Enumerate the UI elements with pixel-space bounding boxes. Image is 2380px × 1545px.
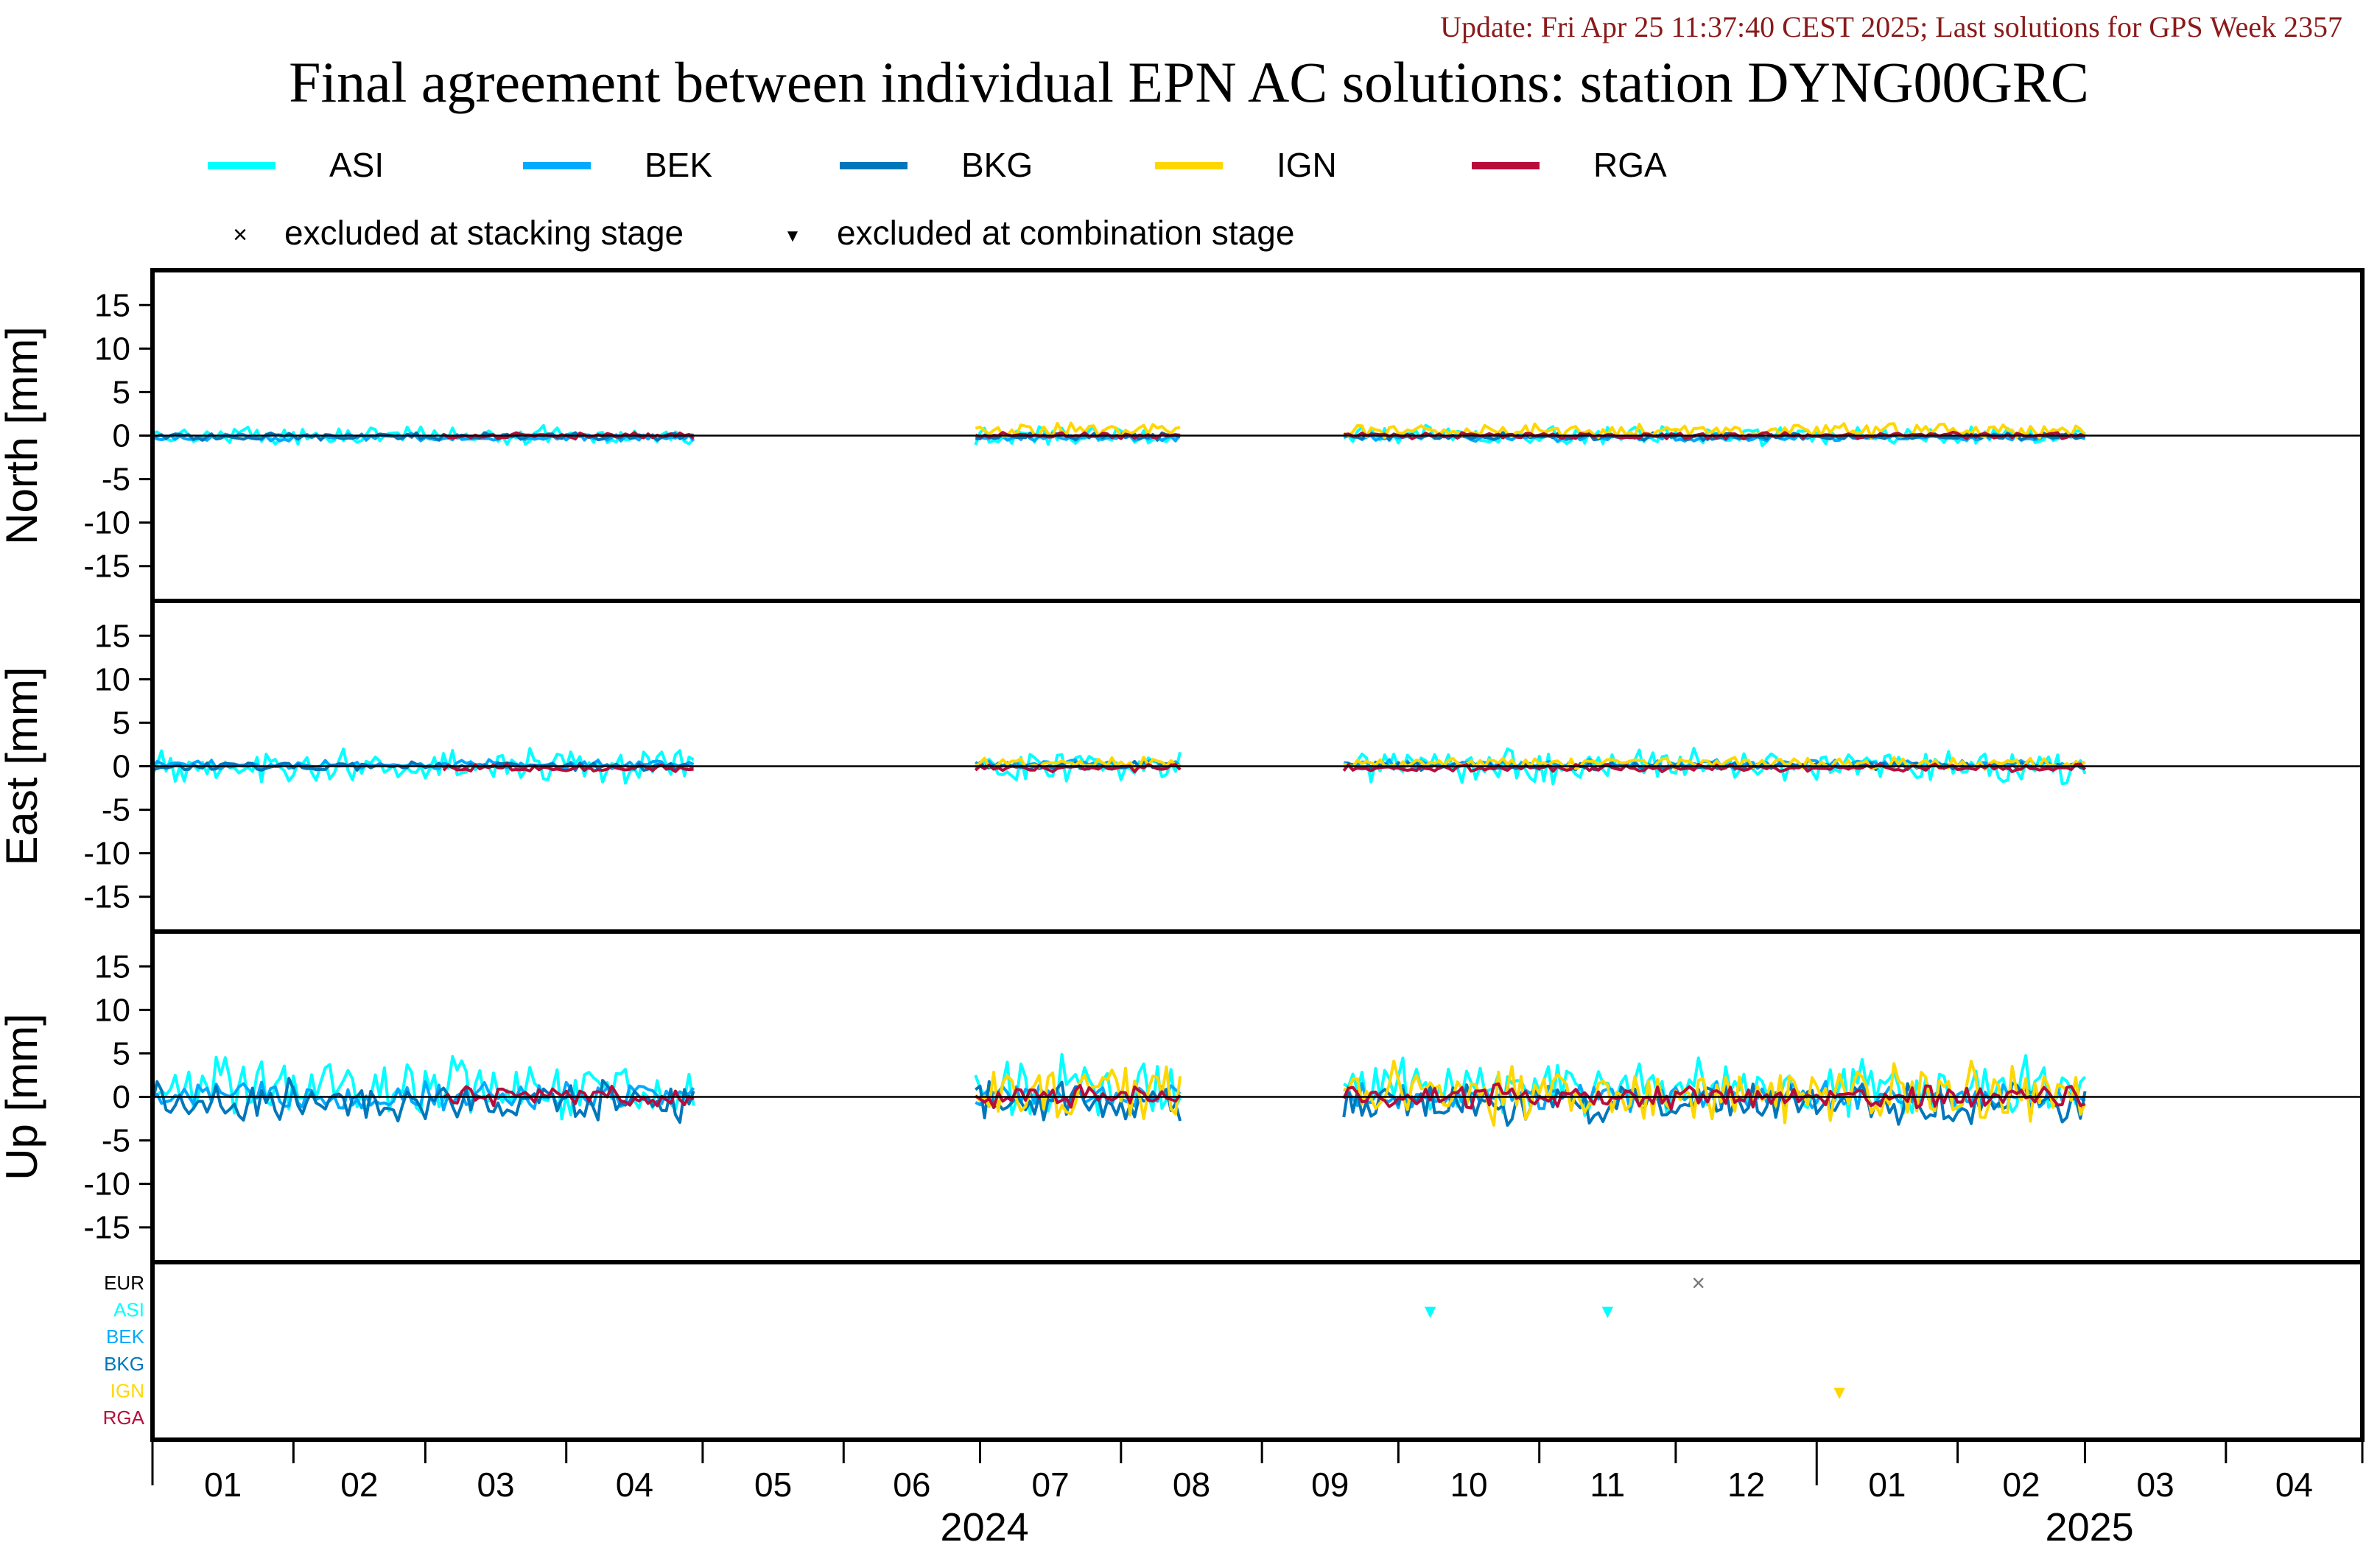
y-tick-label: 5: [113, 1035, 130, 1071]
y-tick-label: 10: [94, 331, 130, 367]
y-tick-label: 10: [94, 992, 130, 1028]
chart-title: Final agreement between individual EPN A…: [289, 50, 2089, 114]
y-tick-label: 0: [113, 1080, 130, 1116]
y-axis-label: East [mm]: [0, 666, 46, 865]
y-axis-label: Up [mm]: [0, 1013, 46, 1180]
combination-marker-icon: ▼: [784, 226, 801, 246]
y-tick-label: -15: [83, 879, 130, 915]
series-line-ign: [975, 421, 1181, 439]
series-line-bkg: [152, 431, 694, 442]
x-month-label: 04: [2275, 1465, 2313, 1504]
update-line: Update: Fri Apr 25 11:37:40 CEST 2025; L…: [1440, 10, 2342, 43]
y-tick-label: 15: [94, 949, 130, 985]
x-month-label: 03: [477, 1465, 514, 1504]
x-month-label: 06: [893, 1465, 930, 1504]
y-tick-label: -15: [83, 549, 130, 585]
x-month-label: 11: [1590, 1465, 1625, 1504]
legend-entry-asi: ASI: [208, 146, 384, 184]
x-month-label: 10: [1450, 1465, 1487, 1504]
legend-entry-bkg: BKG: [840, 146, 1033, 184]
series-line-rga: [443, 1085, 695, 1108]
combination-exclusion-marker: ▼: [1598, 1301, 1617, 1323]
series-line-rga: [443, 431, 695, 440]
legend-label-rga: RGA: [1593, 146, 1667, 184]
series-line-ign: [974, 1065, 1182, 1121]
panel-east: 15 10 5 0 -5 -10 -15 East [mm]: [0, 599, 2365, 934]
y-tick-label: 10: [94, 661, 130, 697]
x-month-label: 05: [754, 1465, 792, 1504]
x-month-label: 07: [1032, 1465, 1070, 1504]
exclusion-row-label-rga: RGA: [103, 1407, 145, 1429]
legend-label-ign: IGN: [1277, 146, 1337, 184]
legend-entry-rga: RGA: [1472, 146, 1667, 184]
exclusion-panel-frame: [150, 1260, 2365, 1442]
series-line-asi: [974, 1052, 1182, 1117]
series-line-ign: [1343, 422, 2087, 440]
exclusion-row-label-eur: EUR: [104, 1272, 144, 1294]
series-line-rga: [1342, 1082, 2086, 1111]
series-line-bkg: [152, 1077, 695, 1125]
y-tick-label: 0: [113, 749, 130, 785]
x-month-label: 08: [1173, 1465, 1210, 1504]
x-month-label: 03: [2137, 1465, 2174, 1504]
stacking-marker-label: excluded at stacking stage: [284, 214, 684, 252]
combination-marker-label: excluded at combination stage: [837, 214, 1294, 252]
series-line-ign: [1343, 1059, 2087, 1127]
x-month-label: 01: [204, 1465, 242, 1504]
series-group: [152, 1052, 2087, 1127]
legend-label-asi: ASI: [329, 146, 384, 184]
y-tick-label: 15: [94, 618, 130, 654]
y-axis-label: North [mm]: [0, 326, 46, 545]
y-tick-label: 5: [113, 705, 130, 741]
y-tick-label: -5: [102, 792, 130, 828]
panel-up: 15 10 5 0 -5 -10 -15 Up [mm]: [0, 929, 2365, 1264]
legend-label-bek: BEK: [645, 146, 712, 184]
y-tick-label: -15: [83, 1210, 130, 1246]
stacking-marker-icon: ×: [233, 221, 248, 249]
x-year-label: 2024: [941, 1505, 1029, 1545]
y-tick-label: -5: [102, 462, 130, 498]
stacking-exclusion-marker: ×: [1691, 1270, 1705, 1296]
panel-north: 15 10 5 0 -5 -10 -15 North [mm]: [0, 268, 2365, 603]
legend-entry-bek: BEK: [523, 146, 712, 184]
y-tick-label: -10: [83, 836, 130, 872]
exclusion-row-label-bkg: BKG: [104, 1353, 144, 1375]
series-group: [152, 421, 2087, 447]
x-month-label: 01: [1868, 1465, 1906, 1504]
series-line-ign: [975, 756, 1181, 770]
x-year-label: 2025: [2046, 1505, 2134, 1545]
exclusion-row-label-asi: ASI: [113, 1299, 144, 1321]
x-month-label: 09: [1311, 1465, 1349, 1504]
x-month-label: 12: [1727, 1465, 1765, 1504]
y-tick-label: 5: [113, 374, 130, 410]
y-tick-label: 0: [113, 418, 130, 454]
series-line-asi: [152, 747, 695, 785]
x-month-label: 04: [616, 1465, 653, 1504]
y-tick-label: 15: [94, 287, 130, 323]
y-tick-label: -10: [83, 1166, 130, 1203]
combination-exclusion-marker: ▼: [1421, 1301, 1440, 1323]
x-month-label: 02: [2002, 1465, 2040, 1504]
legend-entry-ign: IGN: [1155, 146, 1337, 184]
x-month-label: 02: [340, 1465, 378, 1504]
combination-exclusion-marker: ▼: [1830, 1381, 1849, 1403]
legend-label-bkg: BKG: [961, 146, 1033, 184]
y-tick-label: -5: [102, 1123, 130, 1159]
y-tick-label: -10: [83, 505, 130, 541]
exclusion-row-label-ign: IGN: [110, 1379, 144, 1401]
exclusion-row-label-bek: BEK: [106, 1326, 145, 1348]
